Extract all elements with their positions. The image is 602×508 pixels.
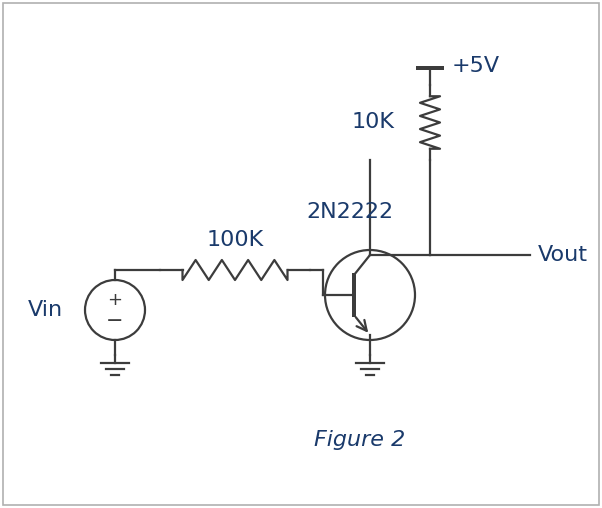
Text: +: + (108, 291, 122, 309)
Text: Vin: Vin (28, 300, 63, 320)
Text: 100K: 100K (206, 230, 264, 250)
Text: 2N2222: 2N2222 (306, 202, 394, 222)
Text: Vout: Vout (538, 245, 588, 265)
Text: 10K: 10K (352, 112, 395, 133)
Text: +5V: +5V (452, 56, 500, 76)
Text: −: − (106, 311, 124, 331)
Text: Figure 2: Figure 2 (314, 430, 406, 450)
